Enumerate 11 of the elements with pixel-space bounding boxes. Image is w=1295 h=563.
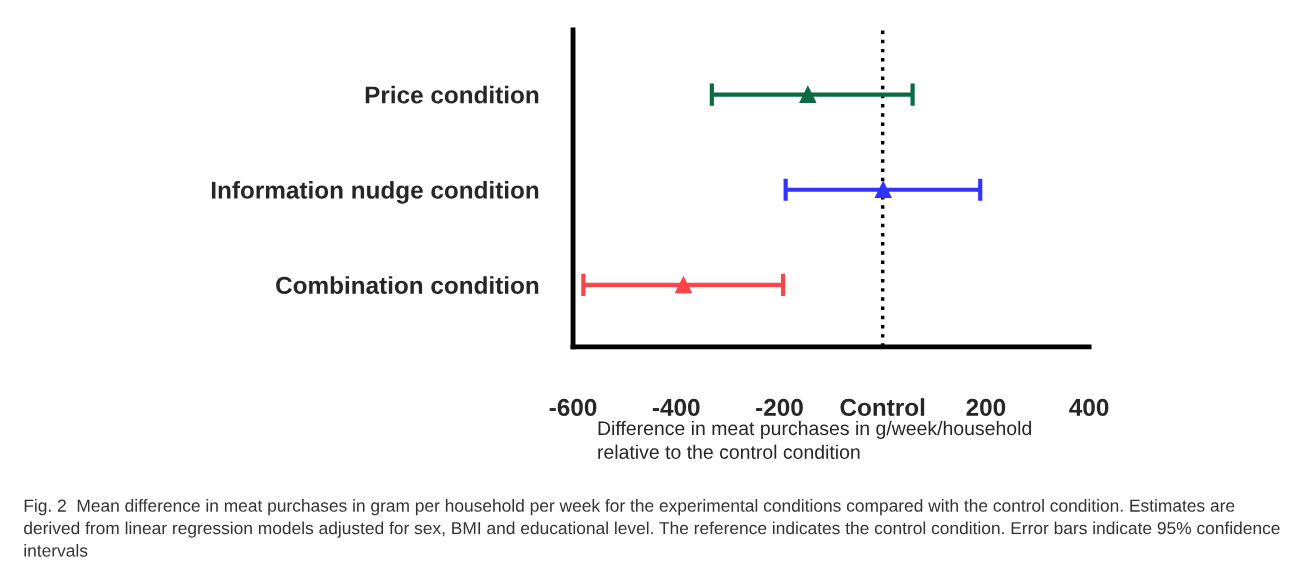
x-tick-label: -400 <box>652 398 700 417</box>
caption: Fig. 2 Mean difference in meat purchases in gram per household per week for the experimental conditions compared with the control condition. Estimates are derived from linear regression models adjusted for sex, BMI and educational level. The reference indicates the control condition. Error bars indicate 95% confidence intervals <box>24 499 1280 557</box>
y-tick-label: Information nudge condition <box>211 180 539 204</box>
x-axis-title: Difference in meat purchases in g/week/household relative to the control condition <box>598 420 1031 459</box>
y-tick-label: Combination condition <box>276 276 539 294</box>
x-tick-label: 400 <box>1069 398 1109 417</box>
x-tick-label: -600 <box>549 398 597 417</box>
y-tick-label: Price condition <box>365 85 539 104</box>
x-tick-label: 200 <box>966 398 1006 417</box>
x-tick-label: Control <box>840 398 925 417</box>
x-tick-label: -200 <box>756 398 803 417</box>
